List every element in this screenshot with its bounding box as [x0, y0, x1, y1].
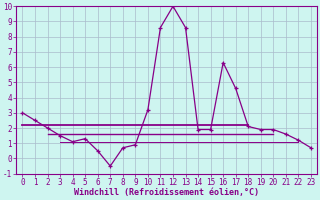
X-axis label: Windchill (Refroidissement éolien,°C): Windchill (Refroidissement éolien,°C) — [74, 188, 259, 197]
